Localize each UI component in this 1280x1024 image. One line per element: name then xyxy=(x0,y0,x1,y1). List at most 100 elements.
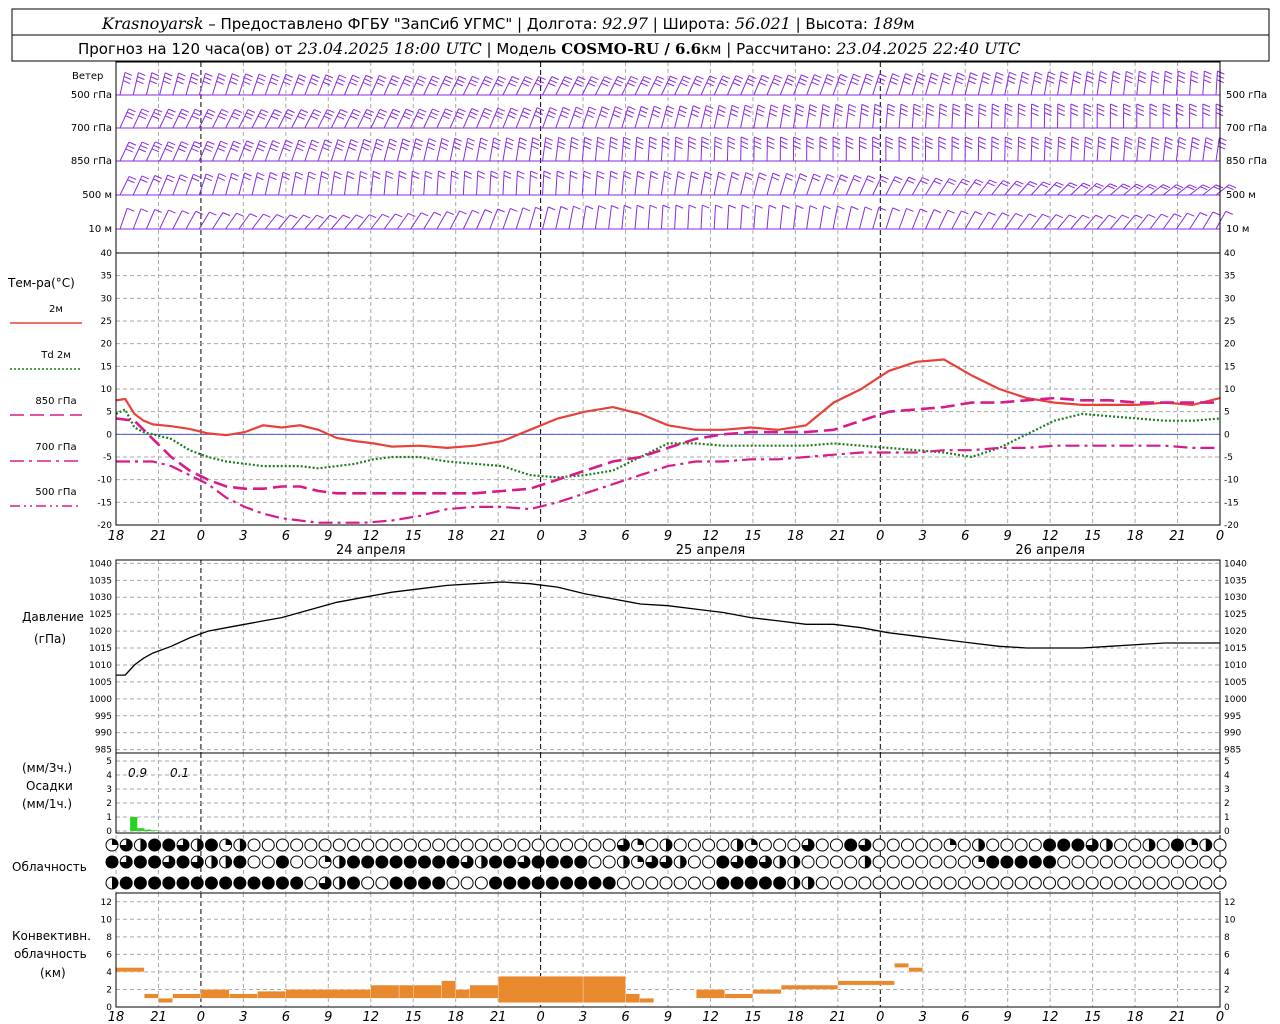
wind-barb xyxy=(1149,71,1153,96)
pres-tick-right: 1040 xyxy=(1224,559,1247,569)
wind-barb-feather xyxy=(445,108,453,113)
wind-barb-feather xyxy=(696,75,704,80)
wind-barb-feather xyxy=(350,115,358,120)
wind-barb-feather xyxy=(484,209,493,214)
wind-barb xyxy=(317,214,331,230)
wind-barb-feather xyxy=(1165,136,1173,141)
wind-barb-feather xyxy=(419,75,427,80)
wind-barb xyxy=(977,211,990,230)
cloud-symbol xyxy=(290,855,304,869)
wind-barb xyxy=(1017,137,1020,162)
wind-barb-feather xyxy=(517,170,525,175)
wind-barb xyxy=(858,104,863,129)
wind-barb-feather xyxy=(1071,140,1079,145)
wind-barb xyxy=(608,171,612,196)
wind-barb-feather xyxy=(236,212,244,217)
wind-barb-feather xyxy=(408,212,416,217)
cloud-symbol xyxy=(247,876,261,890)
wind-barb-feather xyxy=(551,76,560,81)
alt-value: 189 xyxy=(873,14,904,33)
cloud-symbol xyxy=(432,838,446,852)
wind-barb xyxy=(251,140,261,162)
wind-barb-feather xyxy=(1138,136,1147,141)
wind-barb-feather xyxy=(649,204,658,209)
wind-barb-feather xyxy=(494,114,503,119)
wind-barb-feather xyxy=(570,170,578,175)
cloud-symbol xyxy=(915,855,929,869)
wind-barb-feather xyxy=(1162,112,1171,117)
wind-barb-feather xyxy=(1177,145,1186,150)
wind-barb-feather xyxy=(798,81,806,86)
wind-barb-feather xyxy=(348,146,356,151)
wind-barb-feather xyxy=(441,137,450,142)
wind-barb xyxy=(1189,137,1194,162)
wind-barb xyxy=(449,210,461,230)
wind-barb-feather xyxy=(511,76,520,80)
wind-barb xyxy=(1004,137,1006,162)
wind-barb-feather xyxy=(310,143,318,148)
wind-barb-feather xyxy=(906,207,914,212)
wind-barb-feather xyxy=(808,112,816,117)
wind-barb-feather xyxy=(484,107,493,112)
cloud-symbol xyxy=(489,855,503,869)
wind-barb-feather xyxy=(1007,80,1015,84)
cloud-symbol xyxy=(361,838,375,852)
hour-label: 6 xyxy=(282,1010,290,1024)
wind-barb-feather xyxy=(482,82,490,87)
wind-barb-feather xyxy=(719,82,727,87)
hour-label: 18 xyxy=(1127,1010,1144,1024)
wind-barb-feather xyxy=(1031,112,1039,117)
conv-title-2: облачность xyxy=(14,947,87,961)
wind-barb-feather xyxy=(386,170,394,175)
conv-tick-right: 8 xyxy=(1224,933,1230,943)
wind-barb-feather xyxy=(922,177,930,182)
wind-barb-feather xyxy=(427,142,436,147)
cloud-symbol-fill xyxy=(731,856,744,868)
wind-barb-feather xyxy=(978,136,986,141)
wind-barb-feather xyxy=(668,79,676,84)
wind-barb xyxy=(344,75,354,96)
hour-label: 6 xyxy=(621,529,629,544)
wind-barb-feather xyxy=(643,75,652,80)
wind-barb xyxy=(1215,71,1218,96)
wind-barb-feather xyxy=(456,111,465,116)
cloud-symbol-fill xyxy=(339,877,346,889)
wind-barb-feather xyxy=(138,148,147,153)
wind-barb-feather xyxy=(1004,140,1013,145)
wind-barb-feather xyxy=(440,142,449,146)
wind-barb xyxy=(1189,212,1201,230)
precip-tick-right: 2 xyxy=(1224,799,1230,809)
wind-barb xyxy=(1215,137,1220,162)
wind-barb-feather xyxy=(401,142,410,147)
wind-barb-feather xyxy=(193,112,201,117)
wind-barb-feather xyxy=(382,213,390,218)
wind-barb-feather xyxy=(610,136,618,141)
wind-barb-feather xyxy=(376,115,384,120)
wind-barb-feather xyxy=(578,76,586,81)
wind-barb-feather xyxy=(509,111,517,116)
wind-barb-feather xyxy=(759,172,767,177)
wind-barb-feather xyxy=(1164,79,1172,84)
temp-tick-right: 30 xyxy=(1224,294,1236,304)
wind-barb-feather xyxy=(1136,107,1144,112)
wind-barb-feather xyxy=(782,204,790,209)
wind-barb-feather xyxy=(316,214,324,219)
wind-barb-feather xyxy=(991,136,1000,141)
wind-barb-feather xyxy=(657,75,665,80)
wind-barb-feather xyxy=(244,172,252,177)
cloud-symbol xyxy=(872,838,886,852)
wind-barb-feather xyxy=(256,81,264,86)
wind-barb-feather xyxy=(639,109,648,114)
wind-barb-feather xyxy=(564,76,573,81)
cloud-symbol-fill xyxy=(225,856,232,868)
wind-barb-feather xyxy=(164,76,172,81)
header-box-2 xyxy=(11,34,1270,62)
wind-barb-feather xyxy=(1082,214,1090,219)
wind-barb-feather xyxy=(917,76,925,81)
wind-barb xyxy=(674,105,681,129)
cloud-symbol xyxy=(247,855,261,869)
wind-barb-feather xyxy=(574,82,583,87)
wind-barb-feather xyxy=(438,170,446,175)
wind-barb-feather xyxy=(547,206,556,211)
wind-barb-feather xyxy=(297,77,306,82)
